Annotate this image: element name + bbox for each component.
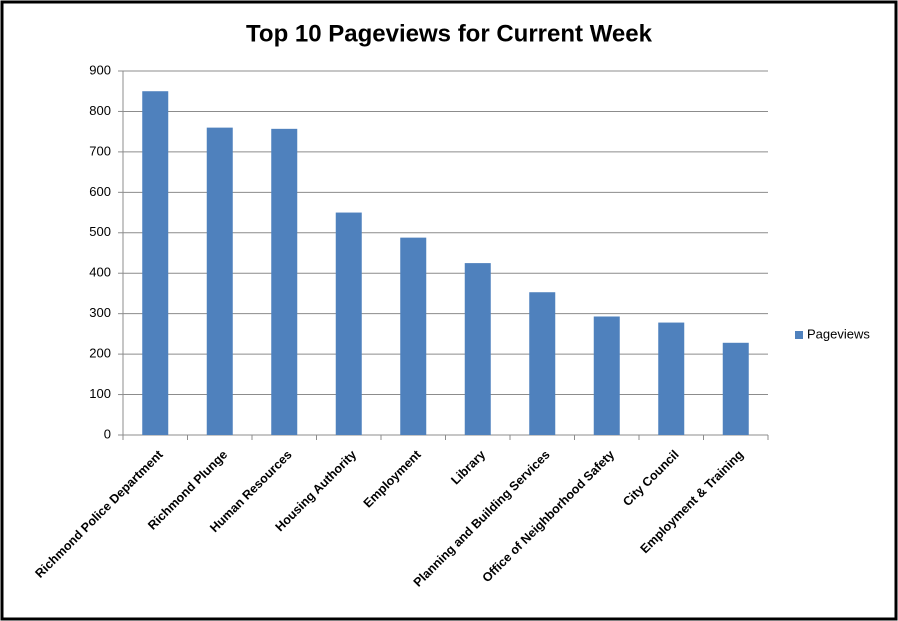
y-tick-label: 200 <box>89 346 111 361</box>
bar <box>464 263 491 435</box>
y-tick-label: 300 <box>89 305 111 320</box>
bar <box>658 322 685 435</box>
bar <box>400 237 427 435</box>
bar <box>593 316 620 435</box>
bar <box>722 342 749 435</box>
y-tick-label: 100 <box>89 386 111 401</box>
y-tick-label: 600 <box>89 184 111 199</box>
y-tick-label: 800 <box>89 103 111 118</box>
y-tick-label: 500 <box>89 224 111 239</box>
y-tick-label: 0 <box>104 426 111 441</box>
y-tick-label: 900 <box>89 62 111 77</box>
bar <box>529 292 556 435</box>
y-tick-label: 700 <box>89 143 111 158</box>
legend-label: Pageviews <box>807 326 870 341</box>
chart-title: Top 10 Pageviews for Current Week <box>246 20 653 47</box>
bar <box>271 128 298 435</box>
y-tick-label: 400 <box>89 265 111 280</box>
legend-swatch <box>795 331 803 339</box>
bar <box>142 91 169 435</box>
bar <box>206 127 233 435</box>
bar <box>335 212 362 435</box>
